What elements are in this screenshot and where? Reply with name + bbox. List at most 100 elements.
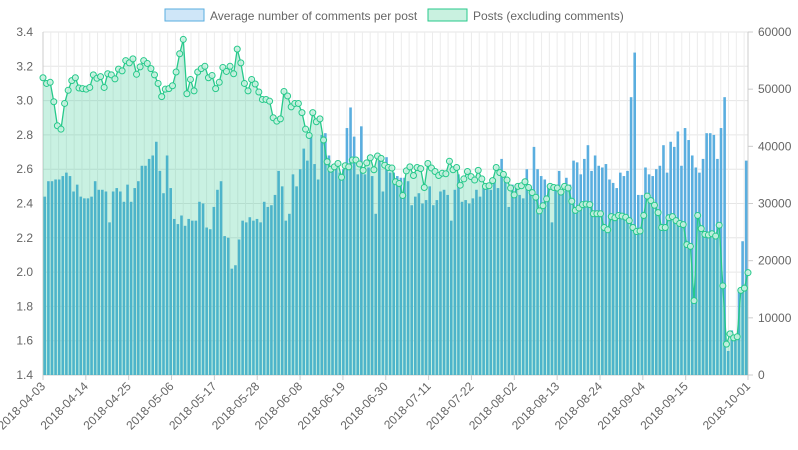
comments-bar <box>230 268 234 375</box>
y-right-tick: 20000 <box>758 254 792 268</box>
posts-point <box>604 226 612 234</box>
comments-bar <box>496 188 500 375</box>
comments-bar <box>482 188 485 375</box>
comments-bar <box>734 337 737 375</box>
comments-bar <box>687 140 690 375</box>
y-left-tick: 2.0 <box>16 265 33 279</box>
legend-swatch-posts[interactable] <box>427 8 468 22</box>
posts-point <box>597 210 605 218</box>
posts-point <box>176 50 184 58</box>
comments-bar <box>529 186 532 375</box>
comments-bar <box>561 193 565 375</box>
comments-bar <box>593 155 597 375</box>
legend-label-posts[interactable]: Posts (excluding comments) <box>473 9 624 23</box>
posts-point <box>154 79 162 87</box>
legend-swatch-comments[interactable] <box>164 8 205 22</box>
comments-bar <box>115 188 119 375</box>
comments-bar <box>298 169 302 375</box>
comments-bar <box>270 205 273 375</box>
comments-bar <box>525 169 529 375</box>
comments-bar <box>342 169 345 375</box>
comments-bar <box>449 220 453 375</box>
posts-point <box>445 157 453 165</box>
posts-point <box>201 62 209 70</box>
comments-bar <box>255 218 259 375</box>
comments-bar <box>640 194 644 375</box>
comments-bar <box>316 179 320 375</box>
posts-point <box>557 188 565 196</box>
comments-bar <box>309 134 313 375</box>
comments-bar <box>158 170 162 375</box>
posts-point <box>636 227 644 235</box>
comments-bar <box>471 198 475 375</box>
posts-point <box>226 62 234 70</box>
comments-bar <box>370 176 374 375</box>
comments-bar <box>288 213 291 375</box>
comments-bar <box>119 191 122 375</box>
posts-point <box>532 193 540 201</box>
posts-point <box>266 97 274 105</box>
posts-point <box>222 67 230 75</box>
comments-bar <box>575 162 579 375</box>
posts-point <box>237 59 245 67</box>
comments-bar <box>424 200 428 375</box>
comments-bar <box>162 193 165 375</box>
comments-bar <box>680 165 683 375</box>
y-left-tick: 2.4 <box>16 197 33 211</box>
comments-bar <box>597 165 601 375</box>
posts-point <box>712 232 720 240</box>
legend[interactable]: Average number of comments per post Post… <box>164 8 624 23</box>
comments-bar <box>65 172 68 375</box>
posts-point <box>535 207 543 215</box>
posts-point <box>647 197 655 205</box>
comments-bar <box>97 189 101 375</box>
posts-point <box>309 109 317 117</box>
posts-point <box>39 74 47 82</box>
comments-bar <box>615 188 619 375</box>
posts-point <box>420 183 428 191</box>
comments-bar <box>485 184 489 375</box>
y-right-tick: 60000 <box>758 25 792 39</box>
comments-bar <box>349 107 352 376</box>
comments-bar <box>568 184 572 375</box>
posts-point <box>61 99 69 107</box>
comments-bar <box>327 155 331 375</box>
posts-point <box>406 163 414 171</box>
comments-bar <box>388 172 392 375</box>
comments-bar <box>68 176 72 375</box>
comments-bar <box>90 196 93 375</box>
comments-bar <box>54 179 57 375</box>
posts-point <box>640 212 648 219</box>
comments-bar <box>334 167 338 375</box>
comments-bar <box>626 170 629 375</box>
posts-point <box>143 59 151 67</box>
legend-label-comments[interactable]: Average number of comments per post <box>210 9 418 23</box>
comments-bar <box>57 179 61 375</box>
posts-point <box>409 171 417 179</box>
comments-bar <box>216 189 219 375</box>
posts-point <box>388 164 396 172</box>
posts-point <box>643 192 651 200</box>
posts-point <box>417 165 425 173</box>
comments-bar <box>129 201 133 375</box>
comments-bar <box>547 184 550 375</box>
posts-point <box>722 340 730 348</box>
posts-point <box>133 70 141 78</box>
posts-point <box>460 175 468 183</box>
comments-bar <box>187 218 190 375</box>
posts-point <box>686 242 694 250</box>
comments-bar <box>61 176 65 375</box>
comments-bar <box>237 239 241 375</box>
comments-bar <box>726 350 730 375</box>
comments-bar <box>93 181 97 375</box>
comments-bar <box>507 206 511 375</box>
posts-point <box>744 269 752 277</box>
comments-bar <box>331 170 334 375</box>
comments-bar <box>133 188 137 375</box>
posts-point <box>366 154 374 162</box>
comments-bar <box>234 265 237 375</box>
y-right-tick: 10000 <box>758 311 792 325</box>
comments-bar <box>658 165 662 375</box>
comments-bar <box>467 203 471 375</box>
